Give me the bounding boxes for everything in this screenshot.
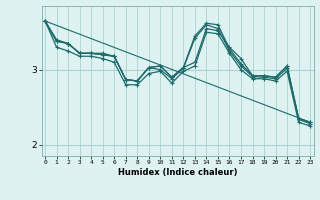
X-axis label: Humidex (Indice chaleur): Humidex (Indice chaleur) [118, 168, 237, 177]
